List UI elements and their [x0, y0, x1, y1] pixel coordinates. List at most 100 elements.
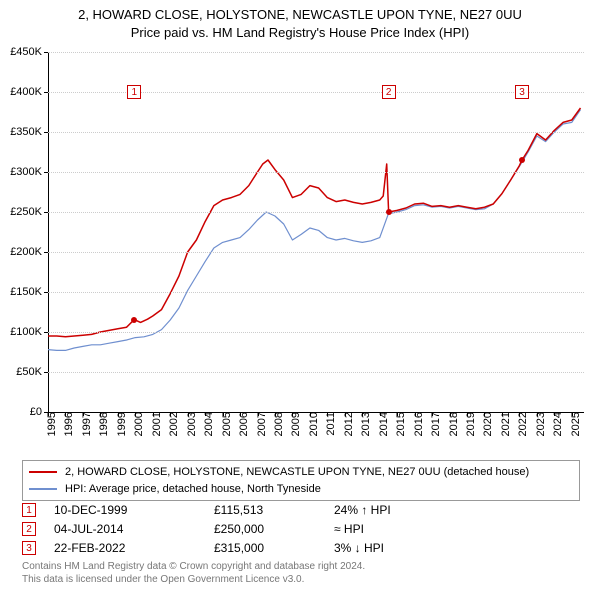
x-axis-label: 2010 [304, 412, 320, 436]
y-axis-label: £300K [10, 166, 48, 178]
x-axis-label: 2021 [496, 412, 512, 436]
x-axis-tick [450, 412, 451, 416]
sale-row-delta: ≈ HPI [334, 522, 580, 536]
series-price_paid [48, 108, 581, 337]
footer-line1: Contains HM Land Registry data © Crown c… [22, 561, 365, 574]
sale-row-date: 22-FEB-2022 [54, 541, 214, 555]
sale-row-delta: 24% ↑ HPI [334, 503, 580, 517]
gridline [48, 212, 584, 213]
x-axis-tick [327, 412, 328, 416]
legend-label-price-paid: 2, HOWARD CLOSE, HOLYSTONE, NEWCASTLE UP… [65, 464, 529, 481]
chart-svg [48, 52, 584, 412]
x-axis-tick [345, 412, 346, 416]
x-axis-tick [83, 412, 84, 416]
legend-item-hpi: HPI: Average price, detached house, Nort… [29, 481, 573, 498]
x-axis-tick [292, 412, 293, 416]
x-axis-tick [240, 412, 241, 416]
x-axis-tick [275, 412, 276, 416]
y-axis-label: £200K [10, 246, 48, 258]
y-axis-label: £250K [10, 206, 48, 218]
gridline [48, 132, 584, 133]
x-axis-label: 2019 [461, 412, 477, 436]
x-axis-tick [205, 412, 206, 416]
sale-marker-box: 1 [127, 85, 141, 99]
gridline [48, 172, 584, 173]
x-axis-label: 2020 [478, 412, 494, 436]
y-axis-label: £400K [10, 86, 48, 98]
x-axis-tick [48, 412, 49, 416]
x-axis-label: 1997 [77, 412, 93, 436]
x-axis-label: 2012 [339, 412, 355, 436]
x-axis-label: 1995 [42, 412, 58, 436]
x-axis-label: 2016 [409, 412, 425, 436]
x-axis-tick [223, 412, 224, 416]
title-line1: 2, HOWARD CLOSE, HOLYSTONE, NEWCASTLE UP… [0, 6, 600, 24]
sale-row-price: £115,513 [214, 503, 334, 517]
y-axis-tick [44, 372, 48, 373]
sale-marker-dot [131, 317, 137, 323]
sale-marker-box: 3 [515, 85, 529, 99]
x-axis-label: 1999 [112, 412, 128, 436]
y-axis-tick [44, 332, 48, 333]
x-axis-label: 2014 [374, 412, 390, 436]
gridline [48, 332, 584, 333]
gridline [48, 252, 584, 253]
x-axis-label: 2009 [286, 412, 302, 436]
x-axis-label: 2023 [531, 412, 547, 436]
sale-row: 1 10-DEC-1999£115,51324% ↑ HPI [22, 500, 580, 519]
sale-row-number: 3 [22, 541, 36, 555]
legend: 2, HOWARD CLOSE, HOLYSTONE, NEWCASTLE UP… [22, 460, 580, 501]
x-axis-tick [537, 412, 538, 416]
y-axis-label: £450K [10, 46, 48, 58]
x-axis-label: 2007 [252, 412, 268, 436]
sale-marker-dot [386, 209, 392, 215]
x-axis-tick [170, 412, 171, 416]
gridline [48, 292, 584, 293]
x-axis-tick [310, 412, 311, 416]
footer: Contains HM Land Registry data © Crown c… [22, 561, 365, 586]
legend-swatch-hpi [29, 488, 57, 490]
sale-row-number: 1 [22, 503, 36, 517]
x-axis-tick [572, 412, 573, 416]
x-axis-label: 2022 [513, 412, 529, 436]
x-axis-tick [258, 412, 259, 416]
sales-table: 1 10-DEC-1999£115,51324% ↑ HPI 2 04-JUL-201… [22, 500, 580, 557]
gridline [48, 372, 584, 373]
x-axis-label: 2003 [182, 412, 198, 436]
x-axis-tick [484, 412, 485, 416]
x-axis-tick [362, 412, 363, 416]
x-axis-tick [397, 412, 398, 416]
sale-row-date: 10-DEC-1999 [54, 503, 214, 517]
sale-row-number: 2 [22, 522, 36, 536]
gridline [48, 52, 584, 53]
x-axis-tick [118, 412, 119, 416]
x-axis-label: 2024 [548, 412, 564, 436]
sale-row-price: £250,000 [214, 522, 334, 536]
footer-line2: This data is licensed under the Open Gov… [22, 574, 365, 587]
y-axis-tick [44, 292, 48, 293]
legend-item-price-paid: 2, HOWARD CLOSE, HOLYSTONE, NEWCASTLE UP… [29, 464, 573, 481]
y-axis-tick [44, 52, 48, 53]
x-axis-tick [467, 412, 468, 416]
sale-marker-box: 2 [382, 85, 396, 99]
x-axis-tick [432, 412, 433, 416]
x-axis-label: 2008 [269, 412, 285, 436]
title-line2: Price paid vs. HM Land Registry's House … [0, 24, 600, 42]
x-axis-tick [502, 412, 503, 416]
price-chart: £0£50K£100K£150K£200K£250K£300K£350K£400… [48, 52, 584, 413]
x-axis-label: 2013 [356, 412, 372, 436]
sale-row: 2 04-JUL-2014£250,000≈ HPI [22, 519, 580, 538]
sale-marker-dot [519, 157, 525, 163]
sale-row-date: 04-JUL-2014 [54, 522, 214, 536]
y-axis-tick [44, 212, 48, 213]
x-axis-label: 2011 [321, 412, 337, 436]
x-axis-tick [519, 412, 520, 416]
x-axis-label: 2015 [391, 412, 407, 436]
x-axis-label: 1996 [59, 412, 75, 436]
x-axis-tick [415, 412, 416, 416]
y-axis-label: £150K [10, 286, 48, 298]
x-axis-label: 2001 [147, 412, 163, 436]
x-axis-label: 2004 [199, 412, 215, 436]
x-axis-label: 2018 [444, 412, 460, 436]
y-axis-tick [44, 92, 48, 93]
